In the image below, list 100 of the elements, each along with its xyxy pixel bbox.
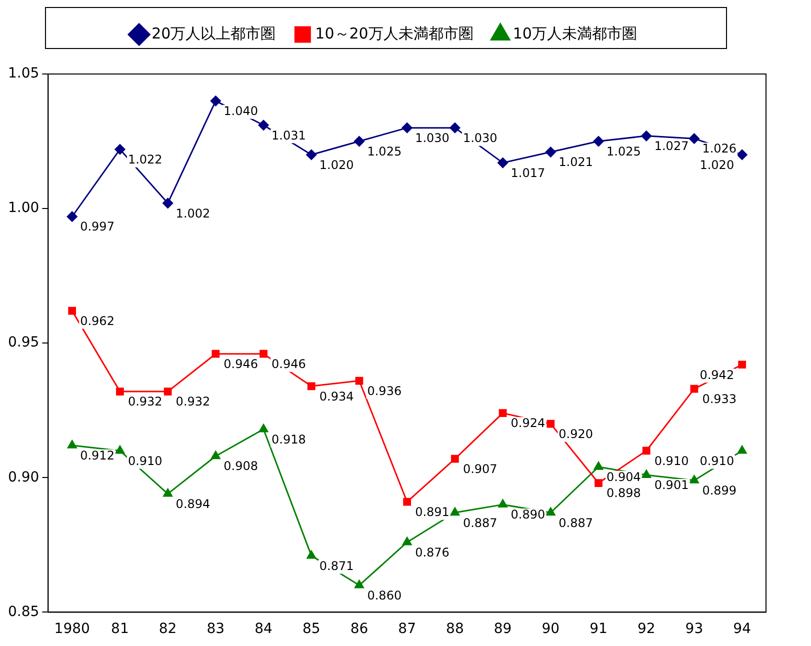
point xyxy=(306,550,316,559)
x-tick-label: 86 xyxy=(350,621,368,638)
point xyxy=(498,409,507,417)
data-label: 1.002 xyxy=(176,206,210,220)
data-label: 1.031 xyxy=(272,128,306,142)
data-label: 0.933 xyxy=(702,392,737,406)
x-tick-label: 91 xyxy=(590,621,608,638)
data-label: 0.899 xyxy=(702,483,737,498)
point xyxy=(258,120,269,130)
point xyxy=(498,158,508,168)
x-tick-label: 82 xyxy=(158,621,177,638)
x-tick-label: 87 xyxy=(398,621,416,638)
x-tick-label: 93 xyxy=(685,621,704,638)
data-label: 0.932 xyxy=(176,394,210,409)
point xyxy=(641,130,652,142)
y-tick-label: 1.00 xyxy=(8,200,40,216)
point xyxy=(115,445,125,454)
data-label: 0.901 xyxy=(654,478,689,492)
point xyxy=(737,445,747,454)
data-label: 0.904 xyxy=(606,470,641,484)
x-tick-label: 92 xyxy=(637,621,656,638)
point xyxy=(736,149,748,160)
point xyxy=(642,470,652,478)
data-label: 0.887 xyxy=(462,516,498,530)
data-label: 0.942 xyxy=(700,368,734,382)
point xyxy=(116,388,124,396)
data-label: 0.908 xyxy=(224,459,258,474)
data-label: 1.020 xyxy=(319,158,354,172)
point xyxy=(354,136,364,147)
point xyxy=(306,149,317,160)
data-label: 1.030 xyxy=(462,130,498,145)
data-label: 0.890 xyxy=(510,508,546,522)
point xyxy=(163,488,172,497)
point xyxy=(546,420,555,428)
data-label: 1.040 xyxy=(224,104,258,118)
point xyxy=(260,350,268,358)
data-label: 0.910 xyxy=(700,454,734,468)
point xyxy=(403,498,412,506)
x-tick-label: 1980 xyxy=(54,621,90,638)
y-tick-label: 0.85 xyxy=(8,604,40,620)
point xyxy=(258,424,268,432)
data-label: 0.920 xyxy=(558,426,594,441)
data-label: 1.020 xyxy=(700,158,734,172)
point xyxy=(451,454,459,463)
y-tick-label: 0.95 xyxy=(8,334,40,351)
data-label: 0.887 xyxy=(558,516,594,530)
x-tick-label: 84 xyxy=(254,621,273,638)
data-label: 0.910 xyxy=(654,454,689,468)
data-label: 0.912 xyxy=(80,448,114,462)
point xyxy=(210,96,221,106)
point xyxy=(67,440,77,448)
x-tick-label: 81 xyxy=(111,621,129,638)
point xyxy=(162,198,174,208)
point xyxy=(355,376,364,385)
x-tick-label: 85 xyxy=(302,621,320,638)
legend-label: 20万人以上都市圏 xyxy=(152,24,276,42)
legend-label: 10～20万人未満都市圏 xyxy=(315,24,474,42)
data-label: 0.910 xyxy=(128,454,162,468)
data-label: 0.894 xyxy=(176,496,210,511)
point xyxy=(545,146,556,158)
x-tick-label: 90 xyxy=(542,621,560,638)
point xyxy=(690,384,698,393)
data-label: 0.946 xyxy=(272,356,306,371)
data-label: 0.934 xyxy=(319,389,354,404)
point xyxy=(450,122,460,134)
point xyxy=(688,133,700,144)
x-tick-label: 94 xyxy=(733,621,752,638)
data-label: 1.027 xyxy=(654,139,689,154)
data-label: 0.907 xyxy=(462,462,498,476)
point xyxy=(498,499,508,508)
point xyxy=(450,507,460,516)
data-label: 1.026 xyxy=(702,142,737,156)
data-label: 1.025 xyxy=(606,144,641,158)
point xyxy=(738,360,746,369)
point xyxy=(211,450,220,460)
data-label: 0.876 xyxy=(415,545,450,560)
x-tick-label: 88 xyxy=(446,621,464,638)
y-tick-label: 1.05 xyxy=(8,66,40,82)
point xyxy=(593,136,604,147)
data-label: 0.936 xyxy=(367,384,402,398)
y-tick-label: 0.90 xyxy=(8,469,40,486)
point xyxy=(114,144,126,155)
data-label: 0.924 xyxy=(510,416,546,430)
point xyxy=(546,507,556,516)
point xyxy=(307,382,316,390)
point xyxy=(402,536,412,546)
data-label: 0.891 xyxy=(415,504,450,519)
data-label: 1.021 xyxy=(558,155,594,170)
point xyxy=(642,446,650,455)
data-label: 0.962 xyxy=(80,314,114,328)
point xyxy=(690,475,699,484)
data-label: 0.871 xyxy=(319,558,354,573)
point xyxy=(164,388,172,396)
data-label: 1.017 xyxy=(510,166,546,180)
point xyxy=(212,350,220,358)
data-label: 0.860 xyxy=(367,588,402,602)
data-label: 1.022 xyxy=(128,152,162,166)
point xyxy=(594,462,604,470)
point xyxy=(402,122,412,134)
point xyxy=(354,580,364,588)
